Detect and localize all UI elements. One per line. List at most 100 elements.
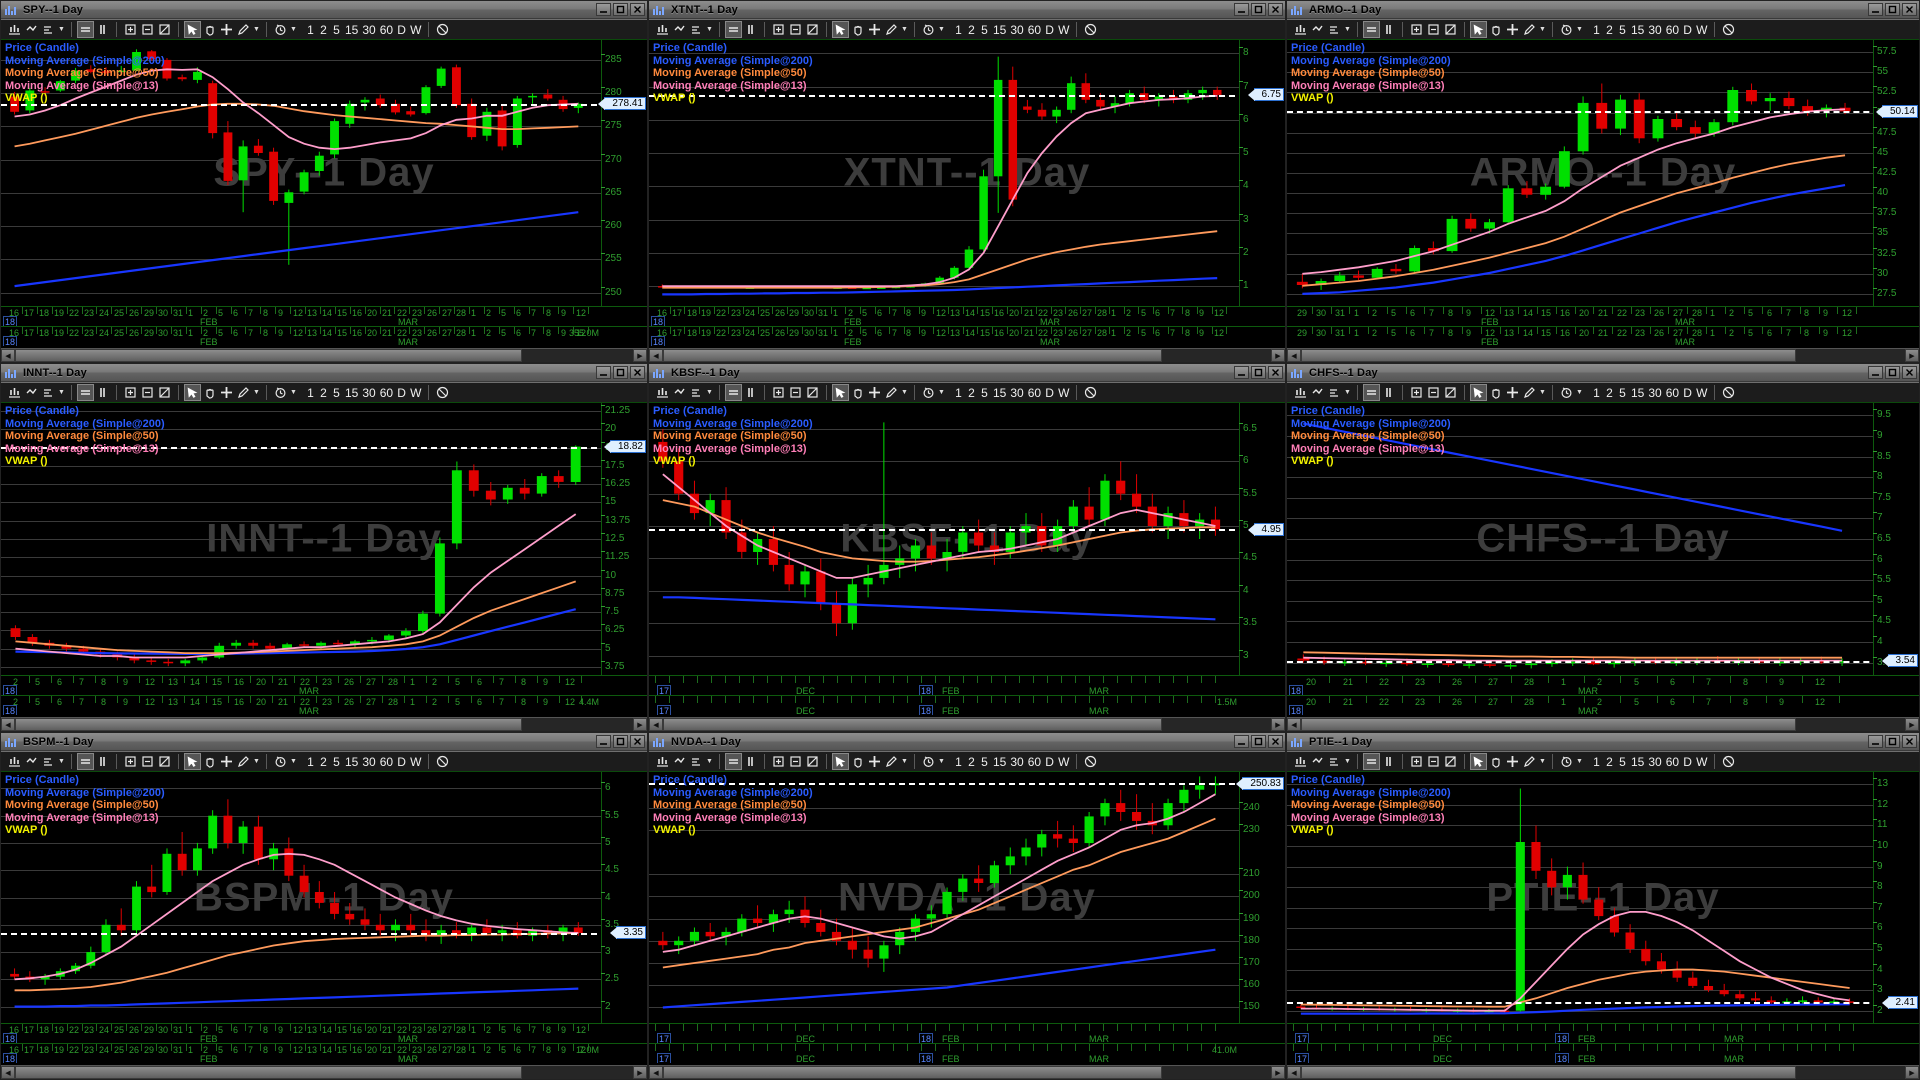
clock-icon[interactable] xyxy=(920,753,937,770)
timeframe-60-button[interactable]: 60 xyxy=(1665,754,1680,769)
hand-icon[interactable] xyxy=(201,21,218,38)
price-axis-bspm[interactable]: 6 5.5 5 4.5 4 3.5 3 2.5 2 xyxy=(601,772,647,1023)
crosshair-icon[interactable] xyxy=(866,21,883,38)
timeframe-30-button[interactable]: 30 xyxy=(1010,385,1024,400)
timeframe-30-button[interactable]: 30 xyxy=(362,385,376,400)
clear-icon[interactable] xyxy=(434,384,451,401)
timeframe-W-button[interactable]: W xyxy=(1696,22,1708,37)
scroll-thumb[interactable] xyxy=(15,349,522,362)
timeframe-2-button[interactable]: 2 xyxy=(1606,754,1613,769)
scroll-right-button[interactable]: ▶ xyxy=(1271,1066,1285,1079)
style-bars-icon[interactable] xyxy=(94,753,111,770)
clear-icon[interactable] xyxy=(1082,384,1099,401)
timeframe-60-button[interactable]: 60 xyxy=(379,22,394,37)
timeframe-1-button[interactable]: 1 xyxy=(1593,385,1600,400)
bar-chart-icon[interactable] xyxy=(1292,21,1309,38)
compress-icon[interactable] xyxy=(139,384,156,401)
bar-chart-icon[interactable] xyxy=(1292,753,1309,770)
close-button[interactable] xyxy=(1902,366,1917,379)
date-axis-primary-chfs[interactable]: 20 21 22 23 26 27 28 1 2 5 6 7 8 9 12 MAR 18 xyxy=(1287,675,1919,695)
line-chart-icon[interactable] xyxy=(688,384,705,401)
crosshair-toggle-icon[interactable] xyxy=(1442,753,1459,770)
timeframe-2-button[interactable]: 2 xyxy=(320,754,327,769)
hand-icon[interactable] xyxy=(849,753,866,770)
chart-area-ptie[interactable]: PTIE--1 Day Price (Candle) Moving Average … xyxy=(1287,771,1919,1065)
scroll-right-button[interactable]: ▶ xyxy=(633,1066,647,1079)
chart-toolbar-armo[interactable]: ▼ ▼ ▼ 1 2 5 15 30 60 D W xyxy=(1287,19,1919,39)
timeframe-W-button[interactable]: W xyxy=(410,385,422,400)
style-bars-icon[interactable] xyxy=(1380,753,1397,770)
scroll-left-button[interactable]: ◀ xyxy=(649,1066,663,1079)
scroll-left-button[interactable]: ◀ xyxy=(1,1066,15,1079)
clock-icon[interactable] xyxy=(920,21,937,38)
scroll-left-button[interactable]: ◀ xyxy=(1287,349,1301,362)
chart-toolbar-innt[interactable]: ▼ ▼ ▼ 1 2 5 15 30 60 D W xyxy=(1,382,647,402)
date-axis-secondary-ptie[interactable]: DEC FEB MAR 17 18 xyxy=(1287,1043,1919,1063)
style-solid-icon[interactable] xyxy=(725,21,742,38)
clear-icon[interactable] xyxy=(1720,21,1737,38)
timeframe-15-button[interactable]: 15 xyxy=(1631,385,1645,400)
panel-titlebar-armo[interactable]: ARMO--1 Day xyxy=(1287,1,1919,19)
scroll-right-button[interactable]: ▶ xyxy=(1905,1066,1919,1079)
pencil-icon[interactable] xyxy=(883,753,900,770)
scroll-right-button[interactable]: ▶ xyxy=(1271,349,1285,362)
minimize-button[interactable] xyxy=(596,3,611,16)
close-button[interactable] xyxy=(1902,735,1917,748)
date-axis-primary-innt[interactable]: 2 5 6 7 8 9 12 13 14 15 16 20 21 22 23 26 27 28 1 2 5 6 7 8 9 12 M… xyxy=(1,675,647,695)
timeframe-W-button[interactable]: W xyxy=(1058,22,1070,37)
hand-icon[interactable] xyxy=(201,753,218,770)
timeframe-60-button[interactable]: 60 xyxy=(1665,22,1680,37)
pencil-icon[interactable] xyxy=(235,753,252,770)
timeframe-30-button[interactable]: 30 xyxy=(1010,754,1024,769)
timeframe-2-button[interactable]: 2 xyxy=(1606,385,1613,400)
timeframe-30-button[interactable]: 30 xyxy=(1648,754,1662,769)
pointer-icon[interactable] xyxy=(184,753,201,770)
clear-icon[interactable] xyxy=(1720,753,1737,770)
style-bars-icon[interactable] xyxy=(742,384,759,401)
line-chart-icon[interactable] xyxy=(688,21,705,38)
date-axis-secondary-innt[interactable]: 2 5 6 7 8 9 12 13 14 15 16 20 21 22 23 26 27 28 1 2 5 6 7 8 9 12 M… xyxy=(1,695,647,715)
pointer-icon[interactable] xyxy=(184,21,201,38)
dropdown-caret-icon[interactable]: ▼ xyxy=(706,758,713,765)
crosshair-icon[interactable] xyxy=(1504,753,1521,770)
date-axis-secondary-kbsf[interactable]: DEC FEB MAR 17 18 1.5M xyxy=(649,695,1285,715)
pencil-icon[interactable] xyxy=(1521,753,1538,770)
timeframe-D-button[interactable]: D xyxy=(1683,22,1692,37)
timeframe-30-button[interactable]: 30 xyxy=(362,754,376,769)
plot-ptie[interactable]: PTIE--1 Day Price (Candle) Moving Average … xyxy=(1287,772,1919,1023)
chart-panel-armo[interactable]: ARMO--1 Day ▼ ▼ ▼ 1 2 5 15 30 60 D W ARMO--1 Day Pric… xyxy=(1286,0,1920,363)
timeframe-5-button[interactable]: 5 xyxy=(333,385,340,400)
timeframe-D-button[interactable]: D xyxy=(1045,385,1054,400)
pointer-icon[interactable] xyxy=(832,753,849,770)
dropdown-caret-icon[interactable]: ▼ xyxy=(1344,758,1351,765)
maximize-button[interactable] xyxy=(1251,3,1266,16)
horizontal-scrollbar-innt[interactable]: ◀ ▶ xyxy=(1,717,647,731)
scroll-track[interactable] xyxy=(522,1066,633,1079)
style-solid-icon[interactable] xyxy=(725,384,742,401)
pencil-icon[interactable] xyxy=(883,384,900,401)
pointer-icon[interactable] xyxy=(1470,753,1487,770)
timeframe-5-button[interactable]: 5 xyxy=(1619,22,1626,37)
scroll-right-button[interactable]: ▶ xyxy=(1905,349,1919,362)
date-axis-secondary-xtnt[interactable]: 16 17 18 19 22 23 24 25 26 29 30 31 1 2 5 6 7 8 9 12 13 14 15 1… xyxy=(649,326,1285,346)
timeframe-D-button[interactable]: D xyxy=(1045,754,1054,769)
clock-icon[interactable] xyxy=(272,753,289,770)
maximize-button[interactable] xyxy=(613,3,628,16)
dropdown-caret-icon[interactable]: ▼ xyxy=(706,389,713,396)
horizontal-scrollbar-xtnt[interactable]: ◀ ▶ xyxy=(649,348,1285,362)
bar-chart-icon[interactable] xyxy=(1292,384,1309,401)
bar-chart-icon[interactable] xyxy=(6,21,23,38)
scroll-track[interactable] xyxy=(522,718,633,731)
timeframe-2-button[interactable]: 2 xyxy=(968,22,975,37)
crosshair-toggle-icon[interactable] xyxy=(804,21,821,38)
timeframe-30-button[interactable]: 30 xyxy=(1648,22,1662,37)
timeframe-1-button[interactable]: 1 xyxy=(955,385,962,400)
expand-icon[interactable] xyxy=(1408,384,1425,401)
scroll-left-button[interactable]: ◀ xyxy=(1287,1066,1301,1079)
scroll-left-button[interactable]: ◀ xyxy=(1287,718,1301,731)
expand-icon[interactable] xyxy=(122,21,139,38)
pointer-icon[interactable] xyxy=(1470,21,1487,38)
dropdown-caret-icon[interactable]: ▼ xyxy=(58,26,65,33)
hand-icon[interactable] xyxy=(1487,384,1504,401)
